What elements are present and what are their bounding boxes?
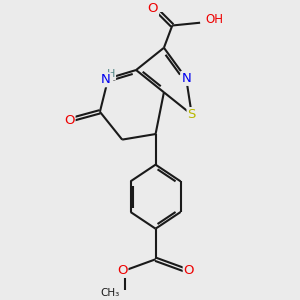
Text: H: H [107,69,115,79]
Text: S: S [188,108,196,121]
Text: N: N [181,72,191,85]
Text: O: O [148,2,158,15]
Text: O: O [64,114,74,127]
Text: O: O [184,264,194,277]
Text: CH₃: CH₃ [100,288,119,298]
Text: N: N [100,73,110,86]
Text: O: O [117,264,128,277]
Text: OH: OH [206,14,224,26]
